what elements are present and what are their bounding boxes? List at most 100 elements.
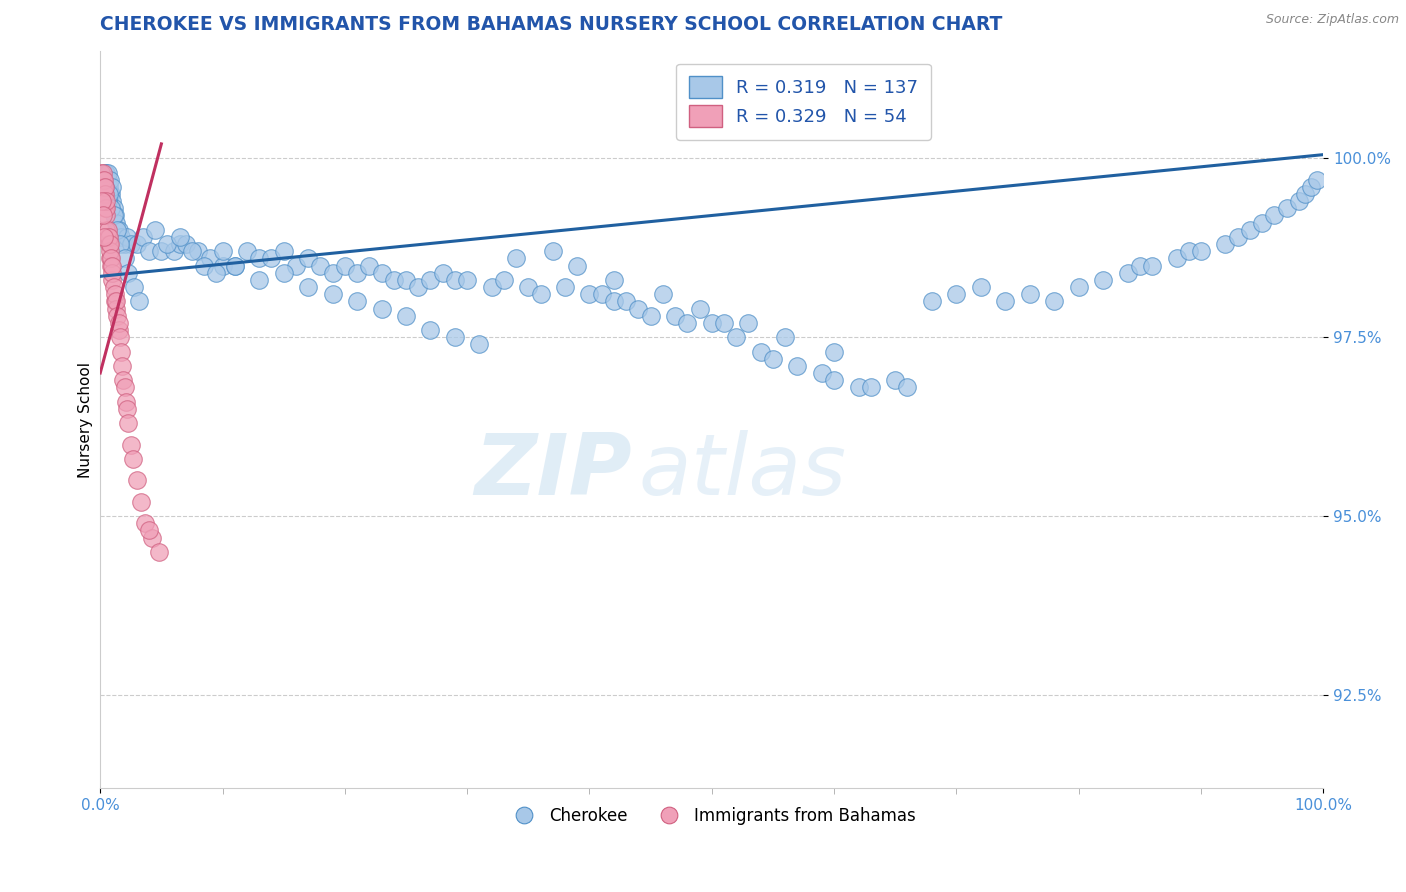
Point <box>700 316 723 330</box>
Point <box>247 252 270 266</box>
Point <box>138 244 160 259</box>
Point <box>382 273 405 287</box>
Point <box>260 252 283 266</box>
Point <box>162 244 184 259</box>
Point <box>651 287 673 301</box>
Point <box>117 416 139 430</box>
Text: CHEROKEE VS IMMIGRANTS FROM BAHAMAS NURSERY SCHOOL CORRELATION CHART: CHEROKEE VS IMMIGRANTS FROM BAHAMAS NURS… <box>100 15 1002 34</box>
Point <box>96 165 118 179</box>
Point <box>713 316 735 330</box>
Point <box>98 244 121 259</box>
Point <box>132 230 155 244</box>
Point <box>111 359 134 373</box>
Point <box>1294 187 1316 202</box>
Point <box>1018 287 1040 301</box>
Point <box>456 273 478 287</box>
Point <box>96 194 118 209</box>
Point <box>664 309 686 323</box>
Point <box>578 287 600 301</box>
Point <box>120 237 142 252</box>
Point <box>529 287 551 301</box>
Point <box>481 280 503 294</box>
Point <box>567 259 589 273</box>
Point <box>96 223 118 237</box>
Point <box>104 209 127 223</box>
Point <box>725 330 748 344</box>
Point <box>101 273 124 287</box>
Point <box>114 380 136 394</box>
Point <box>505 252 527 266</box>
Point <box>94 187 117 202</box>
Point <box>100 252 122 266</box>
Point <box>129 495 152 509</box>
Point <box>541 244 564 259</box>
Point <box>91 172 114 186</box>
Point <box>96 172 118 186</box>
Point <box>100 202 122 216</box>
Point <box>224 259 246 273</box>
Point <box>98 187 121 202</box>
Point <box>125 474 148 488</box>
Point <box>823 344 845 359</box>
Point <box>346 266 368 280</box>
Point <box>1226 230 1249 244</box>
Point <box>1215 237 1237 252</box>
Point <box>859 380 882 394</box>
Point <box>359 259 381 273</box>
Point <box>100 187 122 202</box>
Point <box>91 179 114 194</box>
Point <box>174 237 197 252</box>
Point <box>419 273 441 287</box>
Point <box>591 287 613 301</box>
Point <box>96 179 118 194</box>
Point <box>193 259 215 273</box>
Point <box>273 266 295 280</box>
Point <box>1166 252 1188 266</box>
Point <box>970 280 993 294</box>
Point <box>1067 280 1090 294</box>
Point <box>346 294 368 309</box>
Point <box>96 194 118 209</box>
Point <box>1189 244 1212 259</box>
Point <box>108 237 131 252</box>
Point <box>112 373 135 387</box>
Point <box>603 294 626 309</box>
Point <box>786 359 808 373</box>
Point <box>419 323 441 337</box>
Point <box>96 223 118 237</box>
Point <box>96 230 118 244</box>
Point <box>211 259 233 273</box>
Point <box>224 259 246 273</box>
Point <box>108 330 131 344</box>
Point <box>96 165 118 179</box>
Text: atlas: atlas <box>638 430 846 513</box>
Point <box>97 237 120 252</box>
Point <box>444 330 467 344</box>
Point <box>773 330 796 344</box>
Point <box>97 179 120 194</box>
Point <box>737 316 759 330</box>
Point <box>93 230 115 244</box>
Point <box>105 309 128 323</box>
Point <box>94 179 117 194</box>
Point <box>187 244 209 259</box>
Point <box>107 223 129 237</box>
Point <box>1116 266 1139 280</box>
Point <box>823 373 845 387</box>
Point <box>101 194 124 209</box>
Point <box>128 294 150 309</box>
Point <box>143 223 166 237</box>
Point <box>124 280 146 294</box>
Point <box>148 545 170 559</box>
Point <box>169 230 191 244</box>
Point <box>97 230 120 244</box>
Point <box>138 524 160 538</box>
Point <box>91 209 114 223</box>
Point <box>101 266 124 280</box>
Point <box>110 344 132 359</box>
Point <box>117 266 139 280</box>
Point <box>114 252 136 266</box>
Legend: Cherokee, Immigrants from Bahamas: Cherokee, Immigrants from Bahamas <box>501 800 922 831</box>
Point <box>200 252 222 266</box>
Point <box>107 316 129 330</box>
